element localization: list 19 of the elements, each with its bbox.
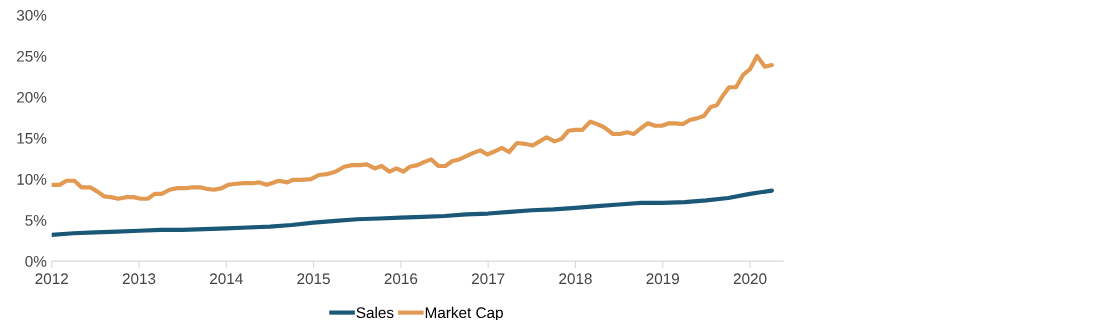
x-tick-label: 2017 bbox=[471, 273, 505, 285]
legend-label: Sales bbox=[356, 306, 394, 319]
line-series bbox=[51, 53, 774, 201]
y-tick-label: 15% bbox=[17, 133, 47, 144]
x-tick-label: 2019 bbox=[646, 273, 680, 285]
x-tick-label: 2015 bbox=[297, 273, 330, 285]
y-tick-label: 5% bbox=[25, 215, 47, 226]
x-tick-label: 2020 bbox=[733, 273, 767, 285]
y-tick-label: 10% bbox=[17, 173, 47, 185]
y-tick-label: 20% bbox=[17, 91, 47, 103]
x-tick-label: 2012 bbox=[35, 273, 68, 285]
x-tick-label: 2013 bbox=[122, 273, 156, 285]
y-tick-label: 30% bbox=[16, 9, 47, 21]
y-tick-label: 25% bbox=[17, 50, 47, 62]
y-tick-label: 0% bbox=[25, 255, 47, 267]
line-series bbox=[51, 188, 774, 237]
x-tick-label: 2014 bbox=[210, 273, 243, 285]
x-tick-label: 2016 bbox=[384, 273, 418, 285]
x-tick-label: 2018 bbox=[559, 273, 592, 285]
